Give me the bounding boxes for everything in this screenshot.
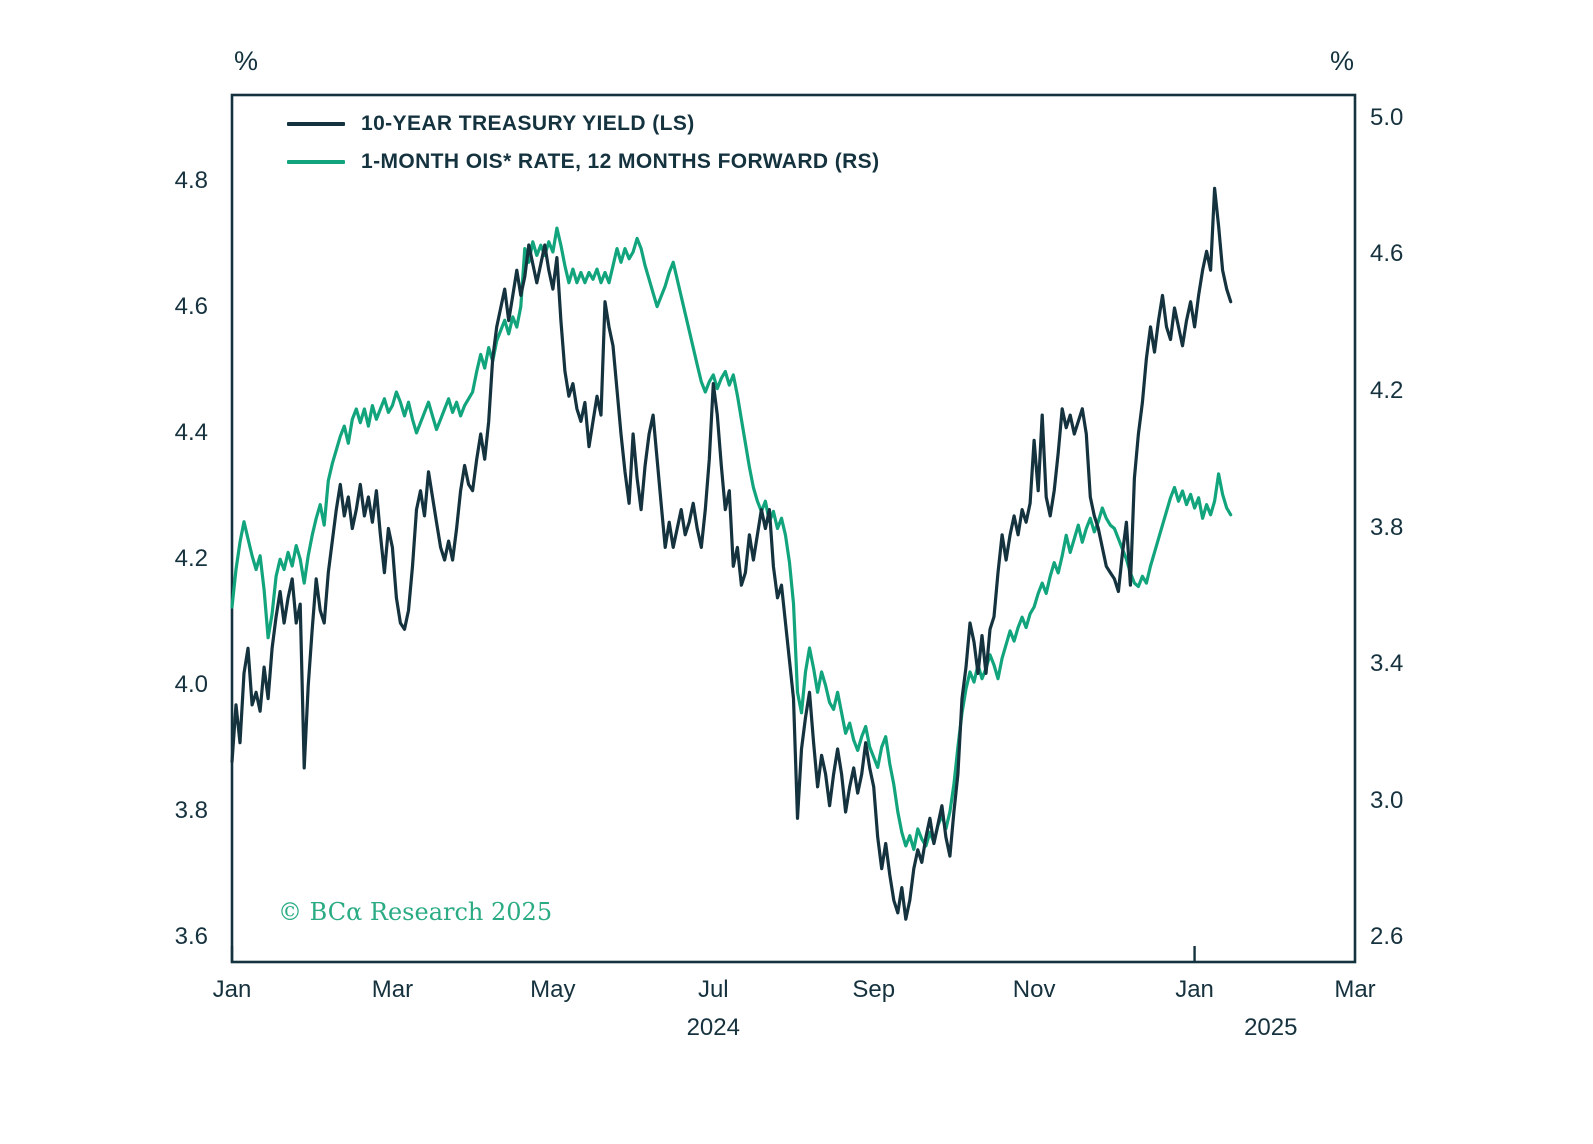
x-axis-tick-label: Nov	[1012, 976, 1056, 1003]
left-axis-tick-label: 4.6	[174, 292, 208, 320]
right-axis-tick-label: 3.0	[1370, 786, 1404, 814]
ois-line-swatch	[287, 160, 345, 164]
x-axis-tick-label: May	[530, 976, 576, 1003]
left-axis-tick-label: 4.4	[174, 418, 208, 446]
legend-label-treasury: 10-YEAR TREASURY YIELD (LS)	[361, 112, 695, 135]
legend-item-treasury: 10-YEAR TREASURY YIELD (LS)	[287, 112, 879, 136]
legend-item-ois: 1-MONTH OIS* RATE, 12 MONTHS FORWARD (RS…	[287, 150, 879, 174]
legend: 10-YEAR TREASURY YIELD (LS) 1-MONTH OIS*…	[287, 112, 879, 174]
right-axis-unit: %	[1330, 46, 1355, 76]
right-axis-tick-label: 4.2	[1370, 376, 1404, 404]
left-axis-unit: %	[234, 46, 259, 76]
right-axis-tick-label: 2.6	[1370, 923, 1404, 951]
x-axis-tick-label: Mar	[371, 976, 414, 1003]
right-axis-tick-label: 4.6	[1370, 240, 1404, 268]
treasury-yield-line	[230, 186, 1233, 921]
right-axis-tick-label: 3.8	[1370, 513, 1404, 541]
year-label: 2024	[686, 1014, 740, 1041]
legend-label-ois: 1-MONTH OIS* RATE, 12 MONTHS FORWARD (RS…	[361, 150, 880, 173]
plot-frame	[230, 93, 1357, 964]
x-axis-tick-label: Mar	[1334, 976, 1376, 1003]
x-axis-tick-label: Jul	[697, 976, 729, 1003]
left-axis-tick-label: 3.6	[174, 923, 208, 951]
year-label: 2025	[1244, 1014, 1298, 1041]
left-axis-tick-label: 3.8	[174, 797, 208, 825]
x-axis-tick-label: Sep	[852, 976, 896, 1003]
x-axis-tick-label: Jan	[212, 976, 252, 1003]
ois-rate-line	[230, 226, 1233, 852]
left-axis-tick-label: 4.8	[174, 166, 208, 194]
copyright-text: © BCα Research 2025	[278, 898, 553, 926]
right-axis-tick-label: 5.0	[1370, 103, 1404, 131]
treasury-line-swatch	[287, 122, 345, 126]
right-axis-tick-label: 3.4	[1370, 650, 1404, 678]
x-axis-tick-label: Jan	[1175, 976, 1214, 1003]
left-axis-tick-label: 4.2	[174, 545, 208, 572]
left-axis-tick-label: 4.0	[174, 671, 208, 699]
